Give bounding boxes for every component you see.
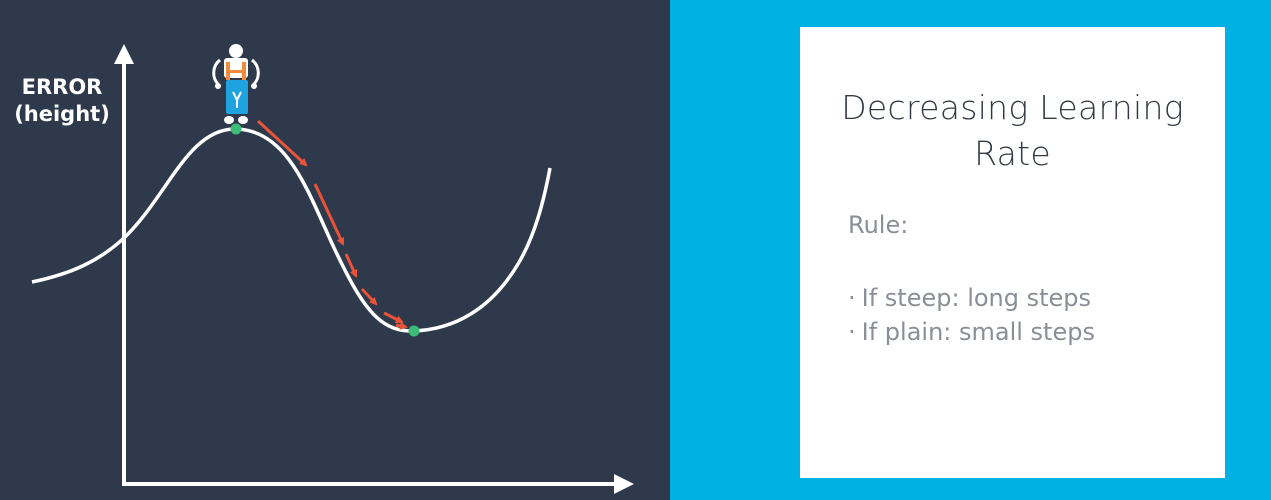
rule-text: If plain: small steps <box>861 318 1095 346</box>
gradient-step-arrows <box>256 119 408 330</box>
rule-text: If steep: long steps <box>861 284 1092 312</box>
y-axis-arrowhead <box>114 44 134 64</box>
start-point <box>230 123 242 135</box>
y-axis-label-line1: ERROR <box>21 75 103 99</box>
rule-heading: Rule: <box>848 211 909 239</box>
error-curve <box>31 127 552 333</box>
step-arrow-6 <box>395 321 408 330</box>
error-surface-diagram <box>31 44 634 494</box>
card-title-line1: Decreasing Learning <box>841 88 1184 127</box>
y-axis-label-line2: (height) <box>14 102 110 126</box>
info-card: Decreasing Learning Rate Rule: · If steep… <box>800 27 1225 478</box>
rule-item: · If plain: small steps <box>848 315 1095 349</box>
x-axis-arrowhead <box>614 474 634 494</box>
step-arrow-3 <box>344 253 358 278</box>
card-title: Decreasing Learning Rate <box>800 85 1225 177</box>
rule-item: · If steep: long steps <box>848 281 1095 315</box>
card-title-line2: Rate <box>974 134 1051 173</box>
rule-list: · If steep: long steps · If plain: small s… <box>848 281 1095 349</box>
step-arrow-1 <box>256 119 308 167</box>
step-arrow-5 <box>383 311 404 324</box>
side-panel: Decreasing Learning Rate Rule: · If steep… <box>670 0 1271 500</box>
y-axis-label: ERROR (height) <box>10 74 114 128</box>
robot-icon <box>212 44 260 124</box>
minimum-point <box>408 325 420 337</box>
bullet: · <box>848 284 856 312</box>
bullet: · <box>848 318 856 346</box>
step-arrow-4 <box>360 287 378 306</box>
step-arrow-2 <box>313 183 345 246</box>
